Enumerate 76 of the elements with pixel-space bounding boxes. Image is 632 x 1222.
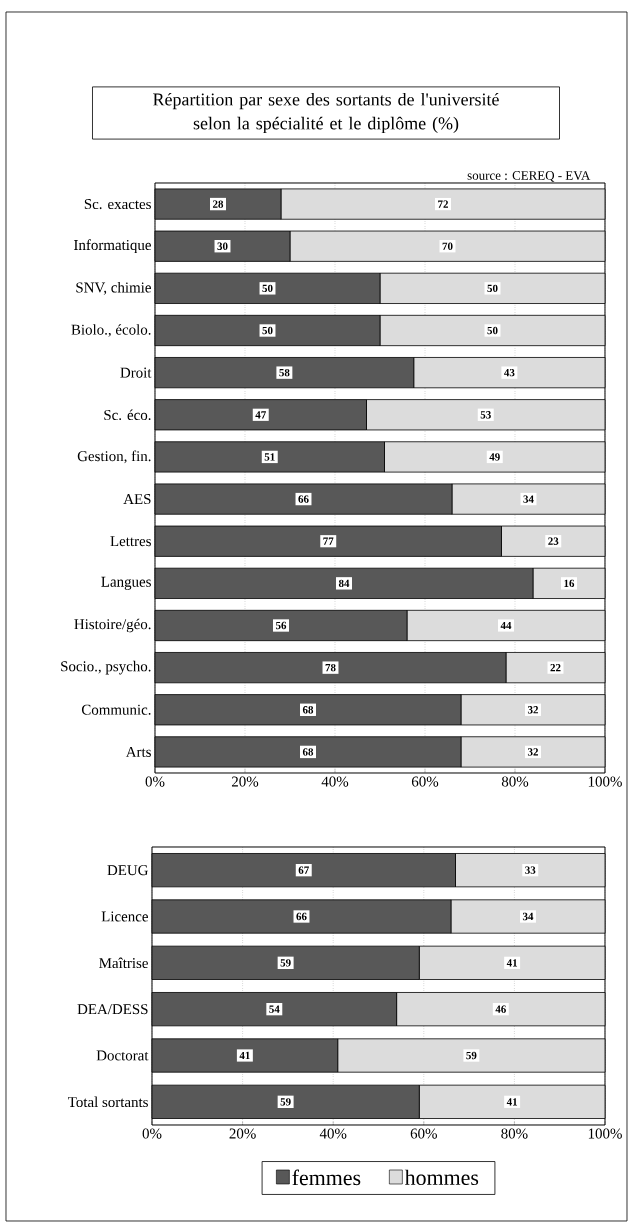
data-label: 54 [269,1005,280,1013]
x-tick-label: 20% [229,1128,256,1139]
data-label: 66 [298,495,309,503]
data-label: 41 [239,1051,250,1060]
data-label: 28 [212,200,224,208]
y-tick-label: SNV, chimie [76,282,151,295]
y-tick-label: Doctorat [96,1050,149,1061]
y-tick-label: DEA/DESS [77,1004,148,1015]
data-label: 84 [338,579,350,588]
y-tick-label: Maîtrise [99,957,148,969]
y-tick-label: Total sortants [68,1096,148,1108]
data-label: 23 [548,537,559,545]
data-label: 59 [466,1051,477,1060]
x-tick-label: 100% [588,776,622,787]
data-label: 70 [442,242,453,250]
x-tick-label: 80% [501,776,529,787]
data-label: 34 [522,912,534,921]
source-note: source : CEREQ - EVA [467,171,591,182]
y-tick-label: Informatique [74,239,151,254]
y-tick-label: Biolo., écolo. [71,324,151,337]
data-label: 34 [523,495,534,503]
data-label: 56 [275,621,287,630]
x-tick-label: 60% [411,776,439,787]
data-label: 44 [500,621,512,630]
data-label: 41 [506,1098,518,1106]
data-label: 50 [262,284,273,293]
y-tick-label: Sc. éco. [104,409,151,421]
data-label: 30 [217,242,228,250]
data-label: 78 [325,663,336,672]
x-tick-label: 60% [410,1128,437,1139]
x-tick-label: 40% [319,1128,347,1139]
x-tick-label: 20% [231,776,259,787]
data-label: 43 [504,368,515,377]
data-label: 58 [279,368,290,377]
legend-label: hommes [404,1169,479,1186]
y-tick-label: AES [123,494,151,505]
y-tick-label: Histoire/géo. [74,618,151,633]
chart-title: Répartition par sexe des sortants de l'université selon la spécialité et le diplôme (%) [153,92,499,134]
data-label: 41 [506,959,518,967]
x-tick-label: 100% [588,1128,622,1139]
data-label: 51 [264,453,275,461]
y-tick-label: Socio., psycho. [61,660,151,675]
data-label: 32 [527,706,538,714]
y-tick-label: Langues [101,576,151,590]
y-tick-label: DEUG [107,865,149,876]
y-tick-label: Sc. exactes [84,199,151,210]
y-tick-label: Gestion, fin. [77,450,151,464]
data-label: 16 [564,579,575,588]
y-tick-label: Arts [125,746,151,757]
x-tick-label: 0% [142,1128,162,1139]
legend-label: femmes [292,1169,361,1186]
data-label: 68 [302,706,314,714]
data-label: 77 [323,537,334,545]
data-label: 50 [487,326,498,335]
x-tick-label: 0% [145,776,165,787]
y-tick-label: Communic. [81,704,151,715]
data-label: 67 [298,866,309,874]
data-label: 47 [255,411,266,419]
data-label: 72 [438,200,448,208]
x-tick-label: 40% [321,776,349,787]
data-label: 59 [280,959,291,967]
data-label: 49 [489,453,500,461]
y-tick-label: Droit [120,367,152,378]
data-label: 66 [296,912,307,921]
y-tick-label: Licence [101,911,148,922]
data-label: 68 [302,748,314,756]
data-label: 53 [480,411,491,419]
data-label: 32 [527,748,538,756]
y-tick-label: Lettres [110,536,151,547]
data-label: 50 [262,326,273,335]
data-label: 46 [495,1005,506,1013]
data-label: 50 [487,284,498,293]
data-label: 59 [280,1098,291,1106]
data-label: 22 [550,664,561,672]
x-tick-label: 80% [501,1128,528,1139]
data-label: 33 [525,866,536,874]
